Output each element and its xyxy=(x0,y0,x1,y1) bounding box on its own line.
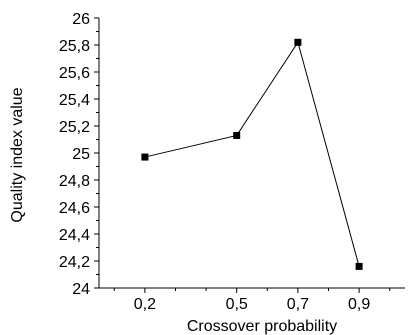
y-tick-label: 26 xyxy=(72,11,90,28)
y-tick-label: 25 xyxy=(72,146,90,163)
y-tick-label: 24,8 xyxy=(59,173,90,190)
y-tick-label: 25,6 xyxy=(59,65,90,82)
y-axis-title: Quality index value xyxy=(9,87,26,222)
y-ticks: 24 24,2 24,4 24,6 24,8 25 25,2 25,4 25,6 25,8 26 xyxy=(59,11,99,298)
x-axis-title: Crossover probability xyxy=(187,318,337,335)
y-tick-label: 24,2 xyxy=(59,254,90,271)
data-point-marker xyxy=(294,38,302,46)
axes xyxy=(98,18,405,289)
x-tick-label: 0,7 xyxy=(287,296,309,313)
x-tick-label: 0,5 xyxy=(226,296,248,313)
y-tick-label: 24 xyxy=(72,281,90,298)
y-tick-label: 24,4 xyxy=(59,227,90,244)
x-tick-label: 0,9 xyxy=(348,296,370,313)
y-tick-label: 24,6 xyxy=(59,200,90,217)
x-ticks: 0,2 0,5 0,7 0,9 xyxy=(113,288,391,313)
y-tick-label: 25,2 xyxy=(59,119,90,136)
data-point-marker xyxy=(141,153,149,161)
y-tick-label: 25,8 xyxy=(59,38,90,55)
series-line xyxy=(144,41,360,267)
data-point-marker xyxy=(355,262,363,270)
data-point-marker xyxy=(233,131,241,139)
x-tick-label: 0,2 xyxy=(134,296,156,313)
y-tick-label: 25,4 xyxy=(59,92,90,109)
series-quality-index xyxy=(141,38,363,270)
